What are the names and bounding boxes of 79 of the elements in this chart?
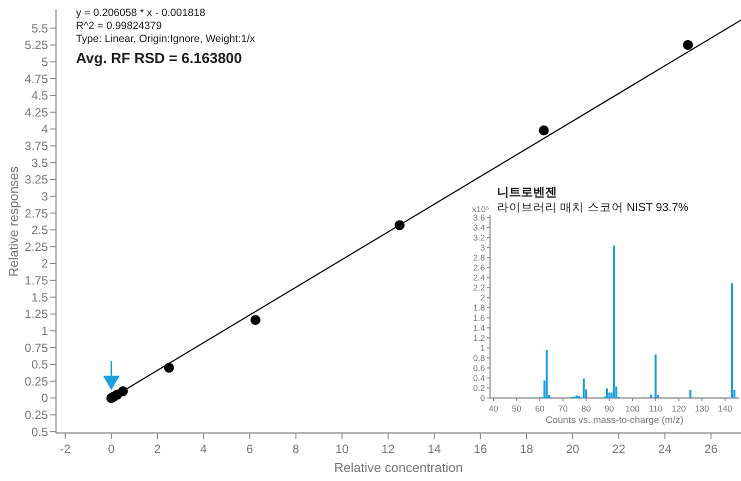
y-tick-label: 0.2	[473, 382, 486, 393]
y-tick-label: 3.6	[473, 212, 486, 222]
x-axis-title: Relative concentration	[334, 460, 463, 475]
x-tick-label: 0	[108, 442, 116, 456]
x-tick-label: 10	[335, 442, 349, 456]
y-tick-label: 3.75	[24, 139, 48, 154]
y-tick-label: 1.25	[24, 307, 48, 322]
y-tick-label: 0.8	[473, 352, 486, 363]
y-tick-label: 2.75	[24, 206, 48, 220]
x-tick-label: 24	[658, 442, 672, 456]
x-tick-label: 20	[566, 442, 580, 456]
x-tick-label: 130	[694, 404, 710, 414]
y-tick-label: 4	[41, 122, 48, 136]
x-tick-label: 50	[512, 404, 522, 414]
x-tick-label: 110	[648, 404, 663, 414]
y-tick-label: 4.5	[31, 88, 48, 103]
y-tick-label: 2	[480, 292, 486, 303]
y-tick-label: 3	[480, 242, 486, 253]
y-tick-label: 5	[41, 54, 48, 69]
x-tick-label: 140	[718, 404, 732, 414]
y-tick-label: 0.25	[24, 408, 48, 422]
y-tick-label: 4.75	[24, 72, 48, 86]
y-tick-label: 0.5	[31, 358, 48, 372]
y-tick-label: 2	[41, 256, 48, 271]
y-tick-label: 3.2	[473, 232, 486, 243]
y-tick-label: 0.25	[24, 374, 48, 388]
annotation: R^2 = 0.99824379	[76, 20, 162, 32]
y-tick-label: 5.25	[24, 38, 48, 52]
chart-title: 니트로벤젠	[497, 185, 557, 199]
x-tick-label: 22	[612, 442, 626, 456]
x-tick-label: 14	[428, 442, 442, 456]
x-tick-label: -2	[60, 442, 71, 456]
y-tick-label: 1.2	[473, 332, 486, 343]
annotation: y = 0.206058 * x - 0.001818	[76, 7, 206, 19]
y-tick-label: 0.4	[473, 372, 486, 383]
y-tick-label: 1.75	[24, 274, 48, 288]
x-axis-title: Counts vs. mass-to-charge (m/z)	[546, 415, 684, 426]
x-tick-label: 70	[558, 404, 568, 414]
y-tick-label: 3.5	[31, 156, 48, 170]
x-tick-label: 26	[704, 442, 718, 456]
y-tick-label: 1.4	[473, 322, 486, 333]
y-tick-label: 0	[480, 392, 486, 403]
x-tick-label: 12	[381, 442, 396, 456]
y-axis-title: Relative responses	[6, 166, 21, 277]
y-tick-label: 2.8	[473, 252, 486, 263]
x-tick-label: 60	[535, 404, 545, 414]
x-tick-label: 100	[625, 404, 640, 414]
x-tick-label: 40	[488, 404, 498, 414]
y-tick-label: 2.6	[473, 262, 486, 273]
y-tick-label: 0.6	[473, 362, 486, 373]
y-tick-label: 3	[41, 189, 48, 204]
x-tick-label: 6	[246, 442, 254, 456]
x-tick-label: 18	[520, 442, 534, 456]
chart-subtitle: 라이브러리 매치 스코어 NIST 93.7%	[497, 202, 688, 214]
y-axis-title: x10⁵	[472, 204, 490, 214]
y-tick-label: 1.5	[31, 290, 48, 304]
x-tick-label: 80	[581, 404, 592, 414]
x-tick-label: 16	[474, 442, 488, 456]
y-tick-label: 0.75	[24, 340, 48, 355]
y-tick-label: 1	[41, 324, 48, 338]
y-tick-label: 0.5	[31, 424, 48, 439]
y-tick-label: 3.25	[24, 172, 48, 187]
y-tick-label: 1.6	[473, 312, 486, 323]
y-tick-label: 1	[480, 342, 486, 353]
x-tick-label: 8	[292, 442, 300, 456]
y-tick-label: 2.5	[31, 223, 48, 238]
y-tick-label: 3.4	[473, 222, 486, 233]
y-tick-label: 2.4	[473, 272, 486, 283]
y-tick-label: 2.2	[473, 282, 486, 293]
y-tick-label: 4.25	[24, 105, 48, 120]
annotation: Avg. RF RSD = 6.163800	[76, 51, 242, 67]
x-tick-label: 90	[604, 404, 614, 414]
annotation: Type: Linear, Origin:Ignore, Weight:1/x	[76, 33, 256, 45]
y-tick-label: 2.25	[24, 240, 48, 254]
y-tick-label: 1.8	[473, 302, 486, 313]
x-tick-label: 2	[154, 442, 162, 456]
y-tick-label: 5.5	[31, 21, 48, 36]
x-tick-label: 4	[200, 442, 208, 456]
x-tick-label: 120	[672, 404, 686, 414]
